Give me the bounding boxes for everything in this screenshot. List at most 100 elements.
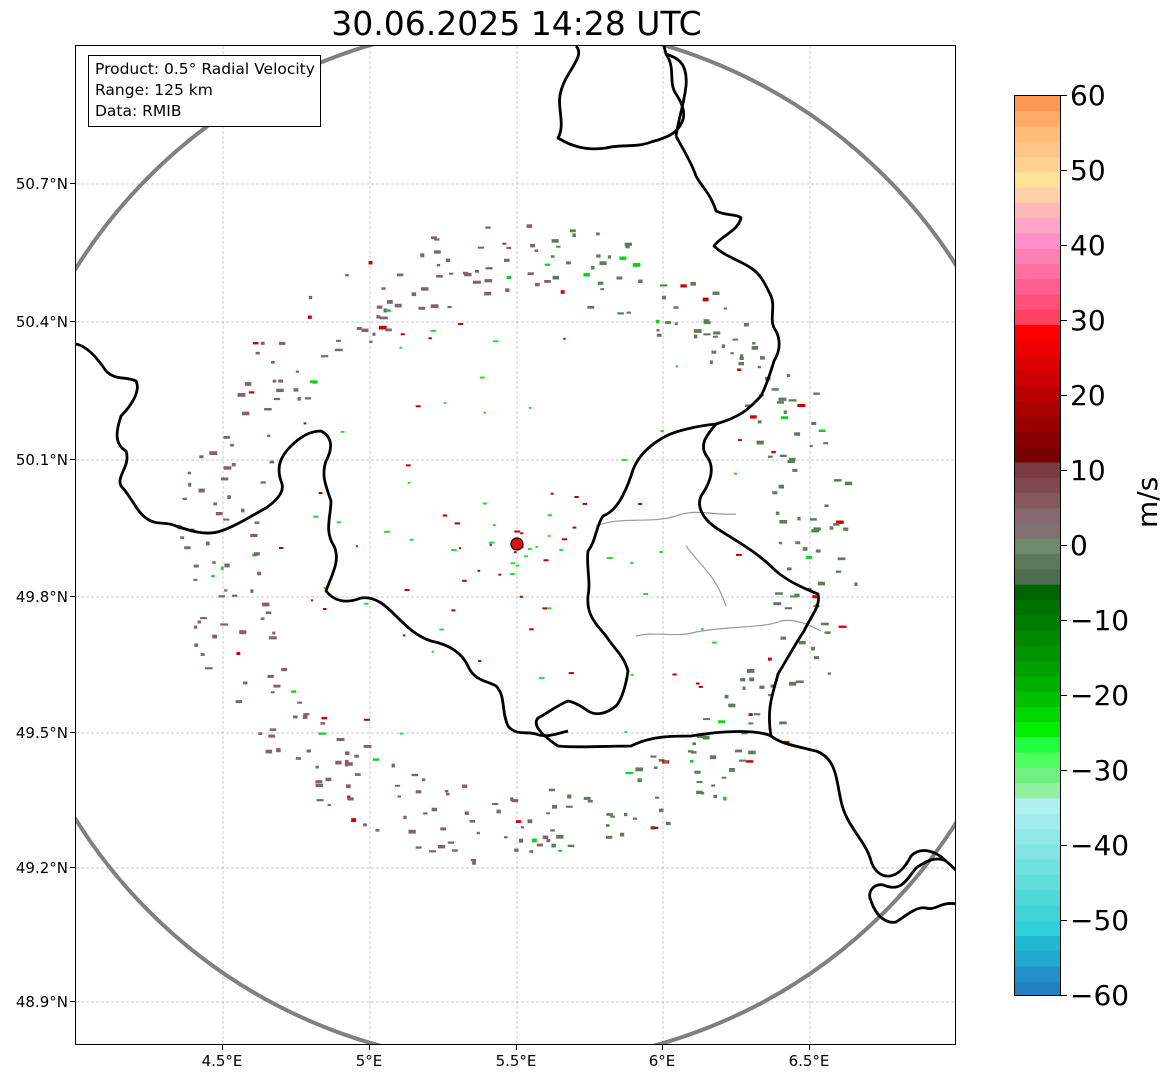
echo-speckle	[811, 421, 817, 425]
echo-speckle	[243, 681, 248, 685]
echo-speckle	[619, 256, 627, 260]
echo-speckle	[724, 694, 729, 699]
echo-speckle	[787, 459, 795, 464]
colorbar-band	[1015, 935, 1060, 952]
radar-map	[75, 45, 956, 1045]
echo-speckle	[693, 329, 702, 333]
colorbar-band	[1015, 890, 1060, 906]
echo-speckle	[271, 360, 275, 364]
echo-speckle	[529, 850, 534, 853]
echo-speckle	[469, 820, 475, 823]
echo-fleck	[529, 628, 534, 631]
echo-speckle	[663, 760, 669, 764]
echo-speckle	[732, 338, 739, 341]
echo-speckle	[391, 763, 395, 768]
echo-fleck	[310, 599, 314, 602]
echo-fleck	[340, 430, 345, 433]
echo-fleck	[415, 405, 421, 408]
echo-speckle	[750, 415, 757, 419]
echo-fleck	[483, 411, 486, 414]
echo-speckle	[703, 319, 710, 322]
echo-speckle	[415, 846, 422, 849]
echo-fleck	[364, 602, 369, 605]
echo-speckle	[264, 408, 272, 411]
echo-speckle	[297, 701, 303, 704]
velocity-speckles	[177, 224, 858, 865]
echo-speckle	[396, 273, 404, 277]
echo-speckle	[748, 713, 753, 716]
echo-speckle	[721, 776, 727, 779]
echo-speckle	[315, 765, 319, 769]
echo-speckle	[780, 636, 786, 640]
echo-speckle	[696, 781, 703, 784]
echo-speckle	[218, 595, 225, 598]
echo-speckle	[550, 255, 555, 258]
echo-speckle	[270, 691, 275, 694]
echo-fleck	[431, 650, 434, 653]
echo-speckle	[375, 829, 380, 832]
echo-speckle	[473, 280, 481, 284]
echo-speckle	[617, 312, 624, 315]
colorbar-band	[1015, 874, 1060, 891]
echo-speckle	[600, 288, 604, 291]
colorbar-band	[1015, 569, 1060, 586]
colorbar-tick-mark	[1061, 245, 1067, 246]
echo-fleck	[545, 607, 552, 610]
echo-speckle	[477, 246, 484, 249]
echo-speckle	[637, 778, 642, 783]
echo-speckle	[728, 703, 734, 707]
echo-speckle	[596, 254, 601, 258]
echo-speckle	[597, 281, 604, 285]
echo-fleck	[488, 541, 495, 544]
echo-speckle	[520, 826, 525, 829]
echo-speckle	[713, 331, 721, 335]
echo-speckle	[213, 502, 217, 506]
echo-speckle	[395, 784, 401, 787]
colorbar-band	[1015, 630, 1060, 647]
colorbar-band	[1015, 431, 1060, 448]
echo-speckle	[740, 354, 744, 358]
lon-tick-mark	[809, 1045, 810, 1050]
echo-speckle	[506, 246, 512, 250]
echo-speckle	[823, 442, 829, 445]
echo-speckle	[492, 803, 499, 805]
echo-fleck	[402, 634, 406, 637]
echo-speckle	[320, 722, 326, 725]
colorbar-band	[1015, 538, 1060, 555]
echo-fleck	[451, 609, 456, 612]
echo-speckle	[250, 589, 254, 593]
colorbar-tick-label: 20	[1070, 379, 1106, 412]
echo-speckle	[854, 582, 858, 586]
echo-speckle	[215, 512, 223, 516]
echo-speckle	[712, 335, 718, 338]
echo-speckle	[431, 807, 437, 812]
echo-speckle	[625, 244, 630, 249]
data-source-label: Data: RMIB	[95, 102, 182, 120]
colorbar-tick-mark	[1061, 470, 1067, 471]
echo-speckle	[193, 578, 198, 581]
colorbar-band	[1015, 798, 1060, 815]
echo-speckle	[237, 393, 246, 397]
echo-speckle	[361, 328, 369, 332]
echo-speckle	[397, 795, 401, 798]
echo-speckle	[476, 831, 480, 835]
echo-speckle	[795, 541, 801, 545]
echo-fleck	[336, 521, 341, 524]
colorbar-band	[1015, 920, 1060, 937]
echo-fleck	[313, 515, 319, 518]
lat-tick-mark	[70, 867, 75, 868]
echo-speckle	[802, 547, 808, 551]
colorbar-band	[1015, 96, 1060, 112]
echo-speckle	[625, 771, 633, 775]
colorbar-tick-mark	[1061, 770, 1067, 771]
echo-speckle	[269, 728, 277, 731]
echo-speckle	[836, 520, 844, 524]
echo-speckle	[236, 652, 241, 655]
echo-speckle	[252, 342, 259, 345]
colorbar-tick-mark	[1061, 95, 1067, 96]
echo-speckle	[544, 263, 551, 266]
echo-speckle	[415, 790, 422, 794]
echo-speckle	[794, 432, 801, 436]
echo-fleck	[736, 553, 742, 556]
echo-speckle	[768, 694, 773, 697]
